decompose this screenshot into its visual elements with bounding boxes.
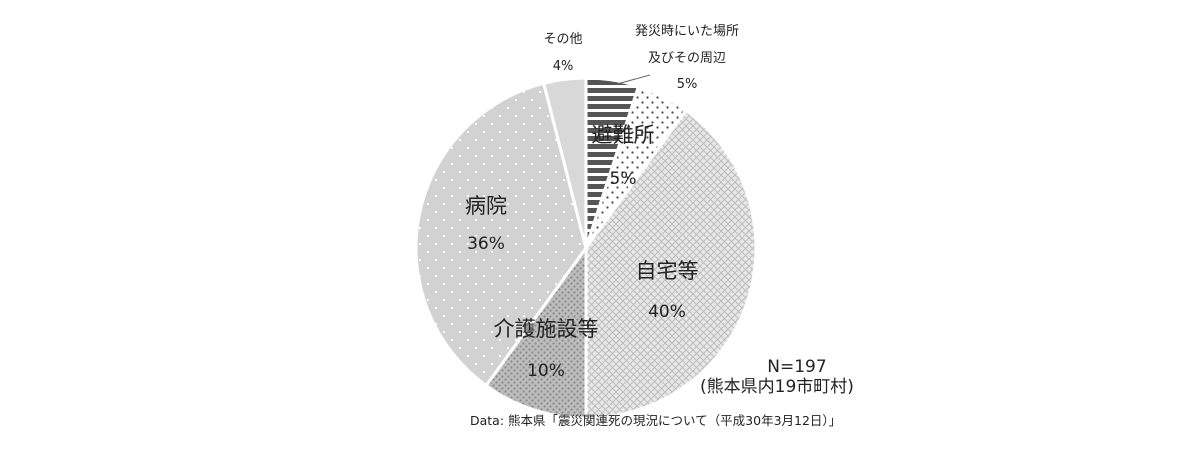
slice-percent-sonota: 4% bbox=[553, 59, 574, 74]
leader-line-hassai bbox=[616, 74, 651, 85]
slice-percent-jitaku: 40% bbox=[648, 302, 686, 322]
slice-label-kaigo: 介護施設等 bbox=[494, 317, 599, 341]
pie-slice-byoin bbox=[414, 81, 588, 388]
slice-percent-hinanjo: 5% bbox=[610, 169, 637, 189]
slice-label-jitaku: 自宅等 bbox=[636, 259, 699, 283]
sample-size-note: N=197 bbox=[767, 357, 826, 377]
pie-slice-kaigo bbox=[483, 243, 588, 420]
pie-slice-jitaku bbox=[584, 108, 758, 420]
scope-note: (熊本県内19市町村) bbox=[700, 377, 854, 397]
data-source: Data: 熊本県「震災関連死の現況について（平成30年3月12日）」 bbox=[470, 413, 841, 428]
slice-label-hassai-line2: 及びその周辺 bbox=[648, 51, 726, 66]
slice-percent-byoin: 36% bbox=[467, 234, 505, 254]
pie-slice-sonota bbox=[541, 76, 588, 249]
slice-label-byoin: 病院 bbox=[465, 194, 507, 218]
slice-label-sonota: その他 bbox=[543, 32, 582, 47]
slice-percent-hassai: 5% bbox=[677, 77, 698, 92]
slice-label-hassai-line1: 発災時にいた場所 bbox=[635, 24, 739, 39]
slice-percent-kaigo: 10% bbox=[527, 361, 565, 381]
slice-label-hinanjo: 避難所 bbox=[592, 123, 655, 147]
